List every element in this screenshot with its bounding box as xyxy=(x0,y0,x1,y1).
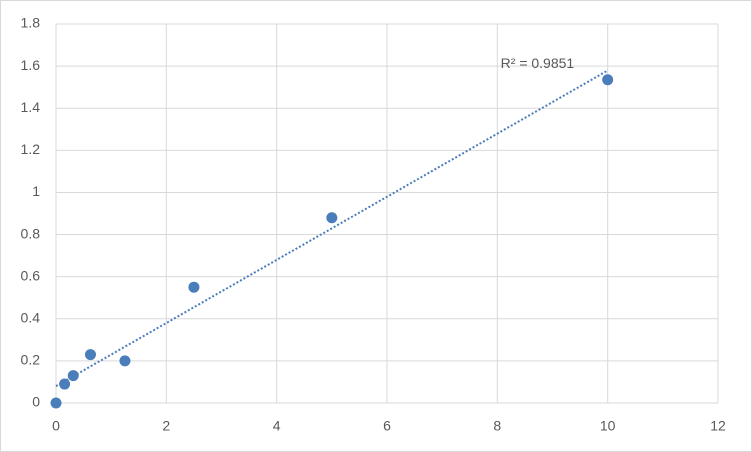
y-tick-label: 0.6 xyxy=(21,267,41,283)
point xyxy=(119,355,131,367)
x-tick-label: 6 xyxy=(383,418,391,434)
y-tick-label: 0 xyxy=(32,394,40,410)
point xyxy=(59,378,71,390)
point xyxy=(602,74,614,86)
y-tick-label: 1 xyxy=(32,183,40,199)
x-tick-label: 2 xyxy=(162,418,170,434)
y-tick-label: 1.4 xyxy=(21,99,41,115)
point xyxy=(188,281,200,293)
y-tick-label: 0.4 xyxy=(21,309,41,325)
trendline xyxy=(55,69,609,388)
point xyxy=(50,397,62,409)
x-tick-label: 0 xyxy=(52,418,60,434)
y-tick-label: 1.2 xyxy=(21,141,41,157)
x-tick-label: 12 xyxy=(710,418,726,434)
point xyxy=(326,212,338,224)
y-tick-label: 0.8 xyxy=(21,225,41,241)
y-tick-label: 1.6 xyxy=(21,57,41,73)
x-tick-label: 4 xyxy=(273,418,281,434)
x-tick-label: 8 xyxy=(493,418,501,434)
y-tick-label: 1.8 xyxy=(21,15,41,31)
point xyxy=(67,370,79,382)
x-tick-label: 10 xyxy=(600,418,616,434)
point xyxy=(84,349,96,361)
y-tick-label: 0.2 xyxy=(21,352,41,368)
trendline-label: R² = 0.9851 xyxy=(501,55,575,71)
